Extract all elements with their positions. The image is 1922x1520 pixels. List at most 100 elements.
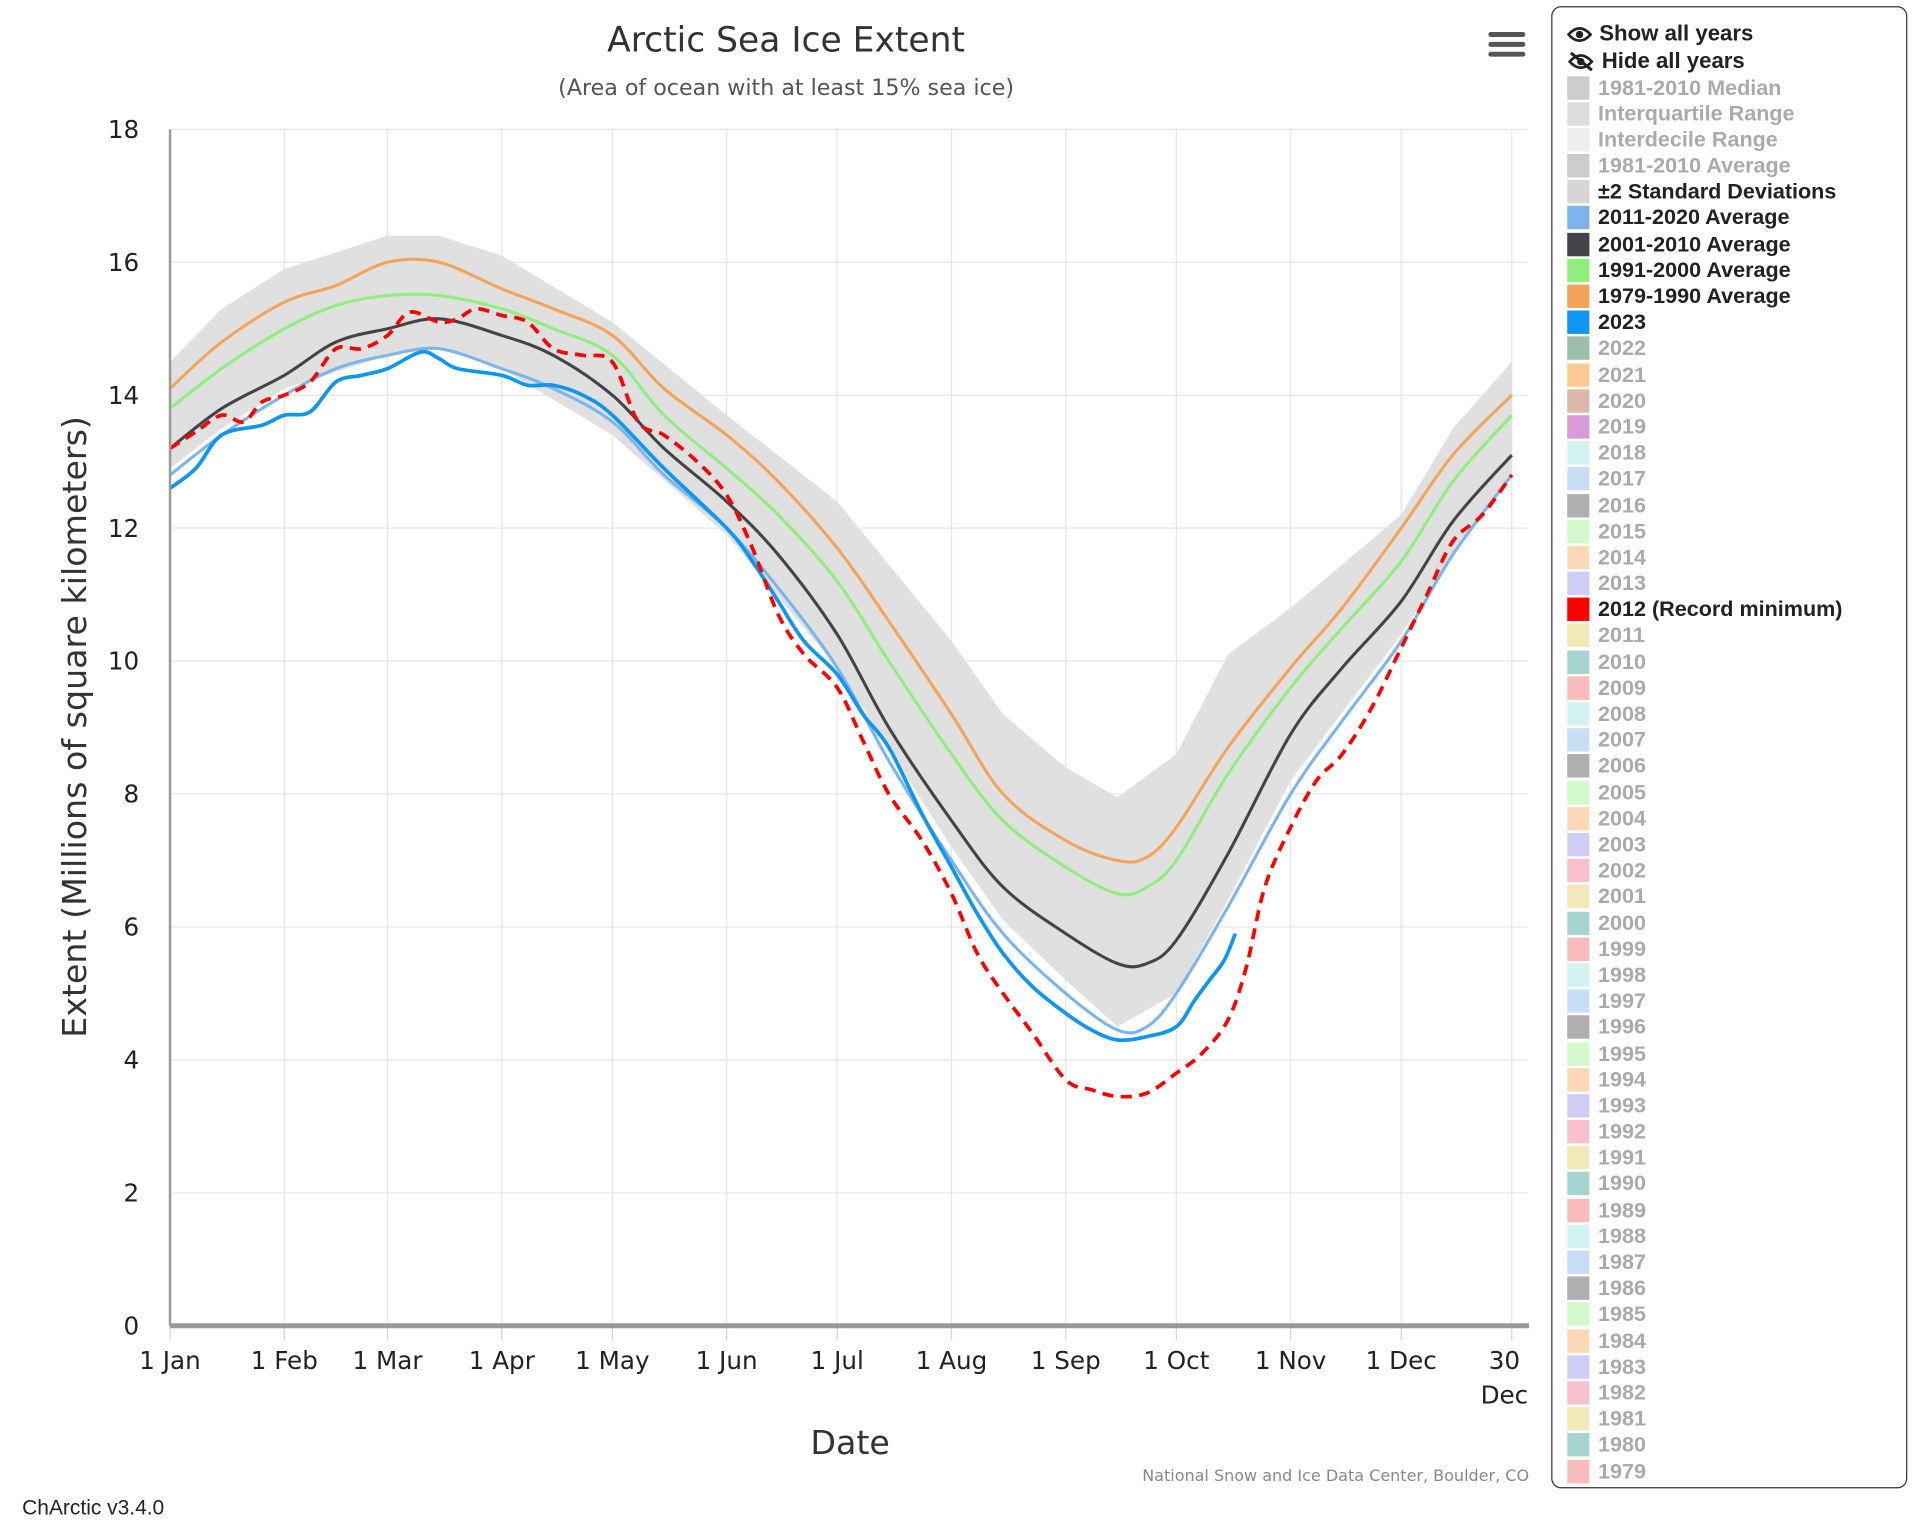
legend-item[interactable]: 1993 xyxy=(1567,1093,1646,1118)
legend-label: 1979 xyxy=(1598,1458,1647,1483)
legend-item[interactable]: 1996 xyxy=(1567,1014,1646,1040)
legend-swatch xyxy=(1567,1146,1590,1170)
legend-item[interactable]: 1981 xyxy=(1567,1406,1647,1432)
legend-label: 2021 xyxy=(1598,361,1647,387)
legend-item[interactable]: 1998 xyxy=(1567,962,1647,988)
legend-item[interactable]: 1979-1990 Average xyxy=(1567,283,1791,309)
legend-item[interactable]: 2013 xyxy=(1567,571,1646,596)
legend-swatch xyxy=(1567,1302,1590,1327)
legend-item[interactable]: 2002 xyxy=(1567,858,1646,883)
legend-swatch xyxy=(1567,493,1590,517)
legend-item[interactable]: 1992 xyxy=(1567,1119,1646,1144)
legend-item[interactable]: 1985 xyxy=(1567,1302,1646,1327)
legend-item[interactable]: 2009 xyxy=(1567,675,1646,701)
legend-item[interactable]: 1980 xyxy=(1567,1432,1646,1458)
x-axis-label: Date xyxy=(810,1423,889,1462)
legend-item[interactable]: 1984 xyxy=(1567,1328,1646,1353)
legend-swatch xyxy=(1567,624,1590,648)
legend-item[interactable]: 2017 xyxy=(1567,466,1646,492)
legend-item[interactable]: 1997 xyxy=(1567,988,1646,1014)
legend-swatch xyxy=(1567,1015,1590,1040)
legend-swatch xyxy=(1567,1381,1590,1405)
legend-swatch xyxy=(1567,754,1590,778)
legend-swatch xyxy=(1567,780,1590,805)
series-line-1991-2000-average xyxy=(169,292,1513,897)
legend-item[interactable]: 2012 (Record minimum) xyxy=(1567,597,1842,622)
legend-item[interactable]: 2008 xyxy=(1567,701,1646,727)
legend-item[interactable]: 2020 xyxy=(1567,388,1646,413)
legend-item[interactable]: 2018 xyxy=(1567,440,1646,466)
legend-label: 1979-1990 Average xyxy=(1598,283,1791,309)
legend-label: 1991 xyxy=(1598,1144,1647,1170)
series-lines xyxy=(168,257,1514,1099)
legend-swatch xyxy=(1567,101,1590,126)
legend-item[interactable]: 1987 xyxy=(1567,1249,1646,1275)
legend-item[interactable]: 2022 xyxy=(1567,336,1646,361)
legend-label: 2013 xyxy=(1598,570,1647,596)
legend-swatch xyxy=(1567,545,1590,570)
legend-item[interactable]: 2021 xyxy=(1567,362,1646,387)
series-line-2011-2020-average xyxy=(169,346,1514,1035)
legend-item[interactable]: 2016 xyxy=(1567,492,1646,518)
legend-item[interactable]: 2007 xyxy=(1567,727,1646,753)
legend-swatch xyxy=(1567,75,1590,100)
legend-item[interactable]: Interquartile Range xyxy=(1567,101,1795,126)
legend-swatch xyxy=(1567,1093,1590,1118)
legend-label: 1981-2010 Average xyxy=(1598,152,1791,178)
hide-all-years-button[interactable]: Hide all years xyxy=(1567,48,1745,74)
legend-item[interactable]: 1982 xyxy=(1567,1380,1646,1406)
legend-item[interactable]: 2014 xyxy=(1567,544,1646,570)
legend-item[interactable]: 1981-2010 Average xyxy=(1567,152,1791,178)
legend-item[interactable]: 1991-2000 Average xyxy=(1567,257,1791,283)
legend-swatch xyxy=(1567,597,1590,622)
legend-item[interactable]: 2003 xyxy=(1567,832,1646,857)
x-tick-label: 1 Oct xyxy=(1143,1346,1209,1375)
legend-item[interactable]: 2005 xyxy=(1567,779,1646,805)
legend-item[interactable]: 1990 xyxy=(1567,1171,1646,1197)
legend-label: 1998 xyxy=(1598,962,1647,987)
legend-item[interactable]: 1981-2010 Median xyxy=(1567,75,1781,100)
legend-item[interactable]: 2001-2010 Average xyxy=(1567,231,1791,257)
legend-swatch xyxy=(1567,1172,1590,1196)
legend-swatch xyxy=(1567,1041,1590,1066)
std-band xyxy=(170,235,1512,1027)
hamburger-menu-icon[interactable] xyxy=(1488,32,1526,62)
legend-item[interactable]: 2000 xyxy=(1567,910,1647,936)
x-tick-label: 1 Jul xyxy=(811,1346,864,1375)
legend-item[interactable]: 2001 xyxy=(1567,884,1646,909)
legend-item[interactable]: 1999 xyxy=(1567,936,1646,962)
legend-item[interactable]: 1995 xyxy=(1567,1041,1646,1066)
y-tick-label: 14 xyxy=(108,381,139,410)
show-all-years-button[interactable]: Show all years xyxy=(1567,21,1753,47)
legend-swatch xyxy=(1567,1120,1590,1144)
legend-label: 1995 xyxy=(1598,1040,1647,1066)
legend-item[interactable]: 2023 xyxy=(1567,310,1646,335)
legend-label: 2000 xyxy=(1598,910,1647,935)
legend-item[interactable]: 2004 xyxy=(1567,806,1646,831)
legend-item[interactable]: 2019 xyxy=(1567,414,1646,440)
legend-item[interactable]: 1983 xyxy=(1567,1354,1646,1379)
legend-item[interactable]: 1994 xyxy=(1567,1067,1646,1092)
legend-item[interactable]: ±2 Standard Deviations xyxy=(1567,179,1836,205)
legend-label: 1981 xyxy=(1598,1406,1647,1431)
legend-item[interactable]: 2011 xyxy=(1567,623,1645,648)
legend-item[interactable]: 2011-2020 Average xyxy=(1567,205,1789,231)
legend-swatch xyxy=(1567,336,1590,361)
legend-swatch xyxy=(1567,1067,1590,1092)
legend-item[interactable]: 1986 xyxy=(1567,1276,1646,1301)
legend-swatch xyxy=(1567,806,1590,831)
legend-item[interactable]: Interdecile Range xyxy=(1567,127,1778,152)
legend-item[interactable]: 2006 xyxy=(1567,753,1646,779)
legend-item[interactable]: 1979 xyxy=(1567,1458,1647,1484)
legend-item[interactable]: 2015 xyxy=(1567,518,1646,544)
legend-item[interactable]: 1991 xyxy=(1567,1144,1647,1171)
legend-label: 2011 xyxy=(1598,622,1645,648)
legend-item[interactable]: 1988 xyxy=(1567,1223,1646,1249)
series-line-2023 xyxy=(168,349,1238,1043)
credit: National Snow and Ice Data Center, Bould… xyxy=(1142,1466,1529,1485)
legend-item[interactable]: 2010 xyxy=(1567,649,1646,675)
legend-swatch xyxy=(1567,310,1590,335)
series-line-1979-1990-average xyxy=(168,257,1513,864)
legend-swatch xyxy=(1567,885,1590,909)
legend-item[interactable]: 1989 xyxy=(1567,1197,1646,1223)
